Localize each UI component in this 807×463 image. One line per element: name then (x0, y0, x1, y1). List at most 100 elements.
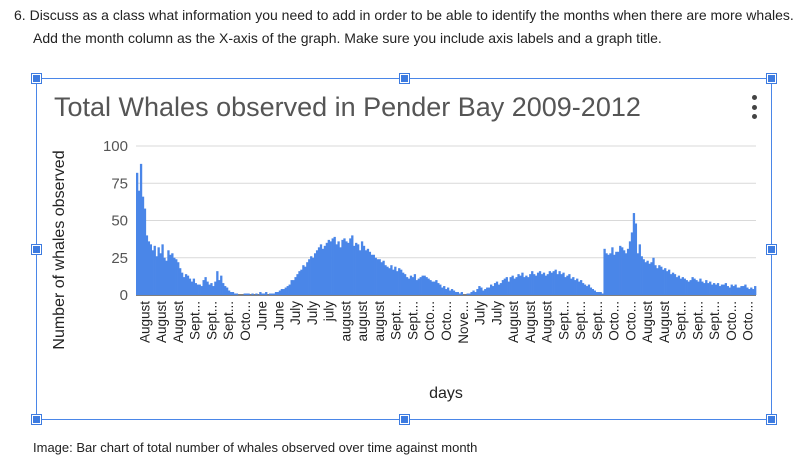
bar (163, 257, 166, 295)
resize-handle-top-middle[interactable] (400, 74, 409, 83)
bar (382, 260, 385, 295)
bar (470, 292, 473, 295)
bar (388, 268, 391, 295)
bar (284, 287, 287, 295)
bar (329, 241, 332, 295)
kebab-menu-icon[interactable] (747, 92, 761, 122)
bar (286, 286, 289, 295)
bar (405, 277, 409, 295)
resize-handle-middle-left[interactable] (32, 245, 41, 254)
kebab-dot (751, 95, 757, 100)
bar (137, 190, 141, 295)
bar (403, 274, 407, 295)
bar (186, 275, 190, 295)
bar (515, 277, 518, 295)
bar (368, 251, 372, 295)
x-tick-label: July (288, 301, 303, 325)
bar (259, 292, 262, 295)
bar (589, 287, 593, 295)
bar (265, 292, 268, 295)
bar (656, 268, 659, 295)
bar (601, 293, 604, 295)
x-tick-label: June (255, 301, 270, 330)
bar (511, 275, 514, 295)
kebab-dot (751, 114, 757, 119)
bar (370, 254, 374, 295)
kebab-dot (751, 104, 757, 110)
bar (636, 253, 639, 295)
bar (540, 274, 544, 295)
x-tick-label: August (171, 301, 186, 343)
bar (294, 277, 297, 295)
bar (585, 286, 589, 295)
bar (658, 265, 661, 295)
bar (736, 287, 739, 295)
bar (190, 281, 194, 295)
bar (550, 272, 553, 295)
bar (443, 286, 446, 295)
bar (446, 287, 450, 295)
bar (423, 275, 426, 295)
bar (644, 262, 647, 295)
resize-handle-middle-right[interactable] (767, 245, 776, 254)
bar (229, 292, 233, 295)
bar (634, 223, 638, 295)
bar (343, 238, 346, 295)
bar (182, 277, 186, 295)
bar (591, 289, 595, 295)
bar (534, 275, 538, 295)
x-tick-label: Sept... (556, 301, 571, 340)
bar (333, 236, 336, 295)
bar (611, 247, 614, 295)
bar (310, 256, 313, 295)
bar (703, 283, 706, 295)
x-tick-label: Sept... (389, 301, 404, 340)
bar (220, 275, 223, 295)
bar (531, 271, 534, 295)
resize-handle-bottom-left[interactable] (32, 415, 41, 424)
bar (378, 259, 381, 295)
bar (519, 275, 522, 295)
bar (556, 274, 559, 295)
bar (452, 290, 456, 295)
bar (667, 269, 671, 295)
bar (536, 272, 540, 295)
bar (732, 286, 735, 295)
bar (640, 256, 643, 295)
bar (192, 278, 196, 295)
resize-handle-bottom-middle[interactable] (400, 415, 409, 424)
bar (740, 286, 743, 295)
instructions-text: Discuss as a class what information you … (29, 7, 794, 46)
bar (718, 286, 722, 295)
bar (578, 281, 581, 295)
bar (335, 244, 338, 295)
bar (398, 268, 401, 295)
bar (701, 281, 704, 295)
x-tick-label: august (338, 301, 353, 342)
bar (337, 241, 340, 295)
bar (306, 262, 309, 295)
resize-handle-top-left[interactable] (32, 74, 41, 83)
bar (513, 278, 516, 295)
bar (503, 278, 507, 295)
resize-handle-bottom-right[interactable] (767, 415, 776, 424)
bar (441, 287, 444, 295)
x-tick-label: Octo... (724, 301, 739, 341)
bar (323, 245, 327, 295)
bar (173, 257, 176, 295)
bar (392, 269, 395, 295)
bar (754, 286, 757, 295)
bar (380, 262, 383, 295)
resize-handle-top-right[interactable] (767, 74, 776, 83)
bar (716, 283, 720, 295)
bar (597, 292, 600, 295)
bar (660, 266, 663, 295)
bar (564, 277, 567, 295)
bar (683, 278, 686, 295)
bar (355, 242, 358, 295)
bar (360, 241, 364, 295)
x-tick-label: Octo... (439, 301, 454, 341)
bar (419, 277, 422, 295)
bar (734, 284, 737, 295)
bar (270, 293, 274, 295)
